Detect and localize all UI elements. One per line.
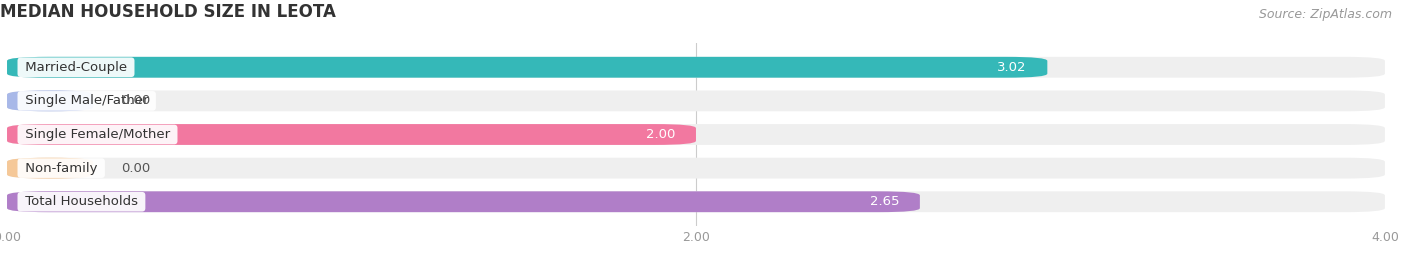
Text: 3.02: 3.02 bbox=[997, 61, 1026, 74]
FancyBboxPatch shape bbox=[7, 124, 696, 145]
FancyBboxPatch shape bbox=[7, 158, 1385, 179]
FancyBboxPatch shape bbox=[7, 90, 93, 111]
FancyBboxPatch shape bbox=[7, 191, 920, 212]
Text: Married-Couple: Married-Couple bbox=[21, 61, 131, 74]
Text: MEDIAN HOUSEHOLD SIZE IN LEOTA: MEDIAN HOUSEHOLD SIZE IN LEOTA bbox=[0, 3, 336, 21]
Text: 2.65: 2.65 bbox=[870, 195, 900, 208]
Text: Single Female/Mother: Single Female/Mother bbox=[21, 128, 174, 141]
Text: Total Households: Total Households bbox=[21, 195, 142, 208]
Text: 0.00: 0.00 bbox=[121, 162, 150, 175]
Text: 2.00: 2.00 bbox=[645, 128, 675, 141]
FancyBboxPatch shape bbox=[7, 124, 1385, 145]
FancyBboxPatch shape bbox=[7, 158, 93, 179]
Text: Non-family: Non-family bbox=[21, 162, 101, 175]
Text: Single Male/Father: Single Male/Father bbox=[21, 94, 153, 107]
Text: 0.00: 0.00 bbox=[121, 94, 150, 107]
FancyBboxPatch shape bbox=[7, 57, 1047, 78]
FancyBboxPatch shape bbox=[7, 191, 1385, 212]
Text: Source: ZipAtlas.com: Source: ZipAtlas.com bbox=[1258, 8, 1392, 21]
FancyBboxPatch shape bbox=[7, 57, 1385, 78]
FancyBboxPatch shape bbox=[7, 90, 1385, 111]
